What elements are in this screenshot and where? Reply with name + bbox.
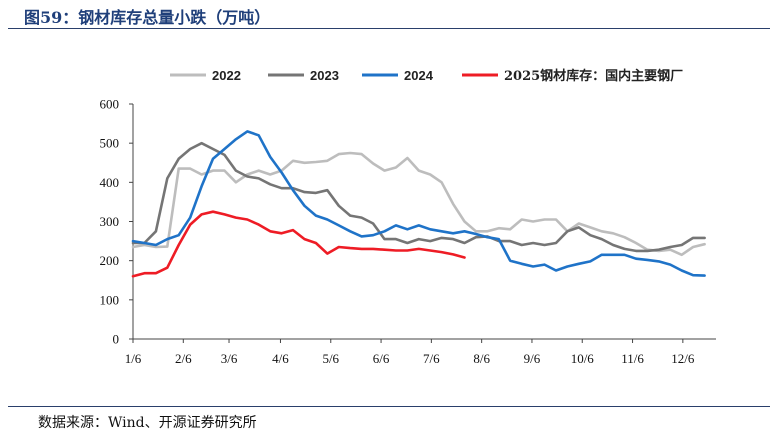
source-rule xyxy=(8,406,770,407)
y-tick-label: 300 xyxy=(100,214,120,229)
legend-label-2: 2023 xyxy=(310,68,339,83)
y-tick-label: 600 xyxy=(100,97,120,112)
series-line-4 xyxy=(131,210,466,278)
x-tick-label: 3/6 xyxy=(221,351,238,366)
series-line-2 xyxy=(131,141,706,253)
x-tick-label: 7/6 xyxy=(423,351,440,366)
x-tick-label: 4/6 xyxy=(272,351,289,366)
legend-label-3: 2024 xyxy=(404,68,434,83)
y-tick-label: 100 xyxy=(100,292,120,307)
y-tick-label: 500 xyxy=(100,136,120,151)
source-note: 数据来源：Wind、开源证券研究所 xyxy=(38,415,257,431)
x-tick-label: 1/6 xyxy=(125,351,142,366)
x-tick-label: 9/6 xyxy=(524,351,541,366)
x-tick-label: 5/6 xyxy=(322,351,339,366)
x-tick-label: 11/6 xyxy=(621,351,644,366)
legend-label-4: 2025钢材库存：国内主要钢厂 xyxy=(504,68,683,84)
x-tick-label: 6/6 xyxy=(373,351,390,366)
title-rule xyxy=(8,28,770,29)
chart-axes: 0 100 200 300 400 500 600 1/6 2/6 3/6 4/6 5/6 6/6 7/6… xyxy=(100,97,716,366)
chart-legend: 2022 2023 2024 2025钢材库存：国内主要钢厂 xyxy=(170,68,683,84)
chart-series xyxy=(131,130,706,278)
y-tick-label: 0 xyxy=(113,332,120,347)
y-tick-label: 200 xyxy=(100,253,120,268)
y-tick-label: 400 xyxy=(100,175,120,190)
x-tick-label: 8/6 xyxy=(473,351,490,366)
x-tick-label: 12/6 xyxy=(671,351,695,366)
series-line-3 xyxy=(131,130,706,277)
figure-title: 图59：钢材库存总量小跌（万吨） xyxy=(24,8,271,27)
legend-label-1: 2022 xyxy=(212,68,241,83)
series-line-1 xyxy=(131,151,706,257)
x-tick-label: 10/6 xyxy=(571,351,595,366)
x-tick-label: 2/6 xyxy=(175,351,192,366)
